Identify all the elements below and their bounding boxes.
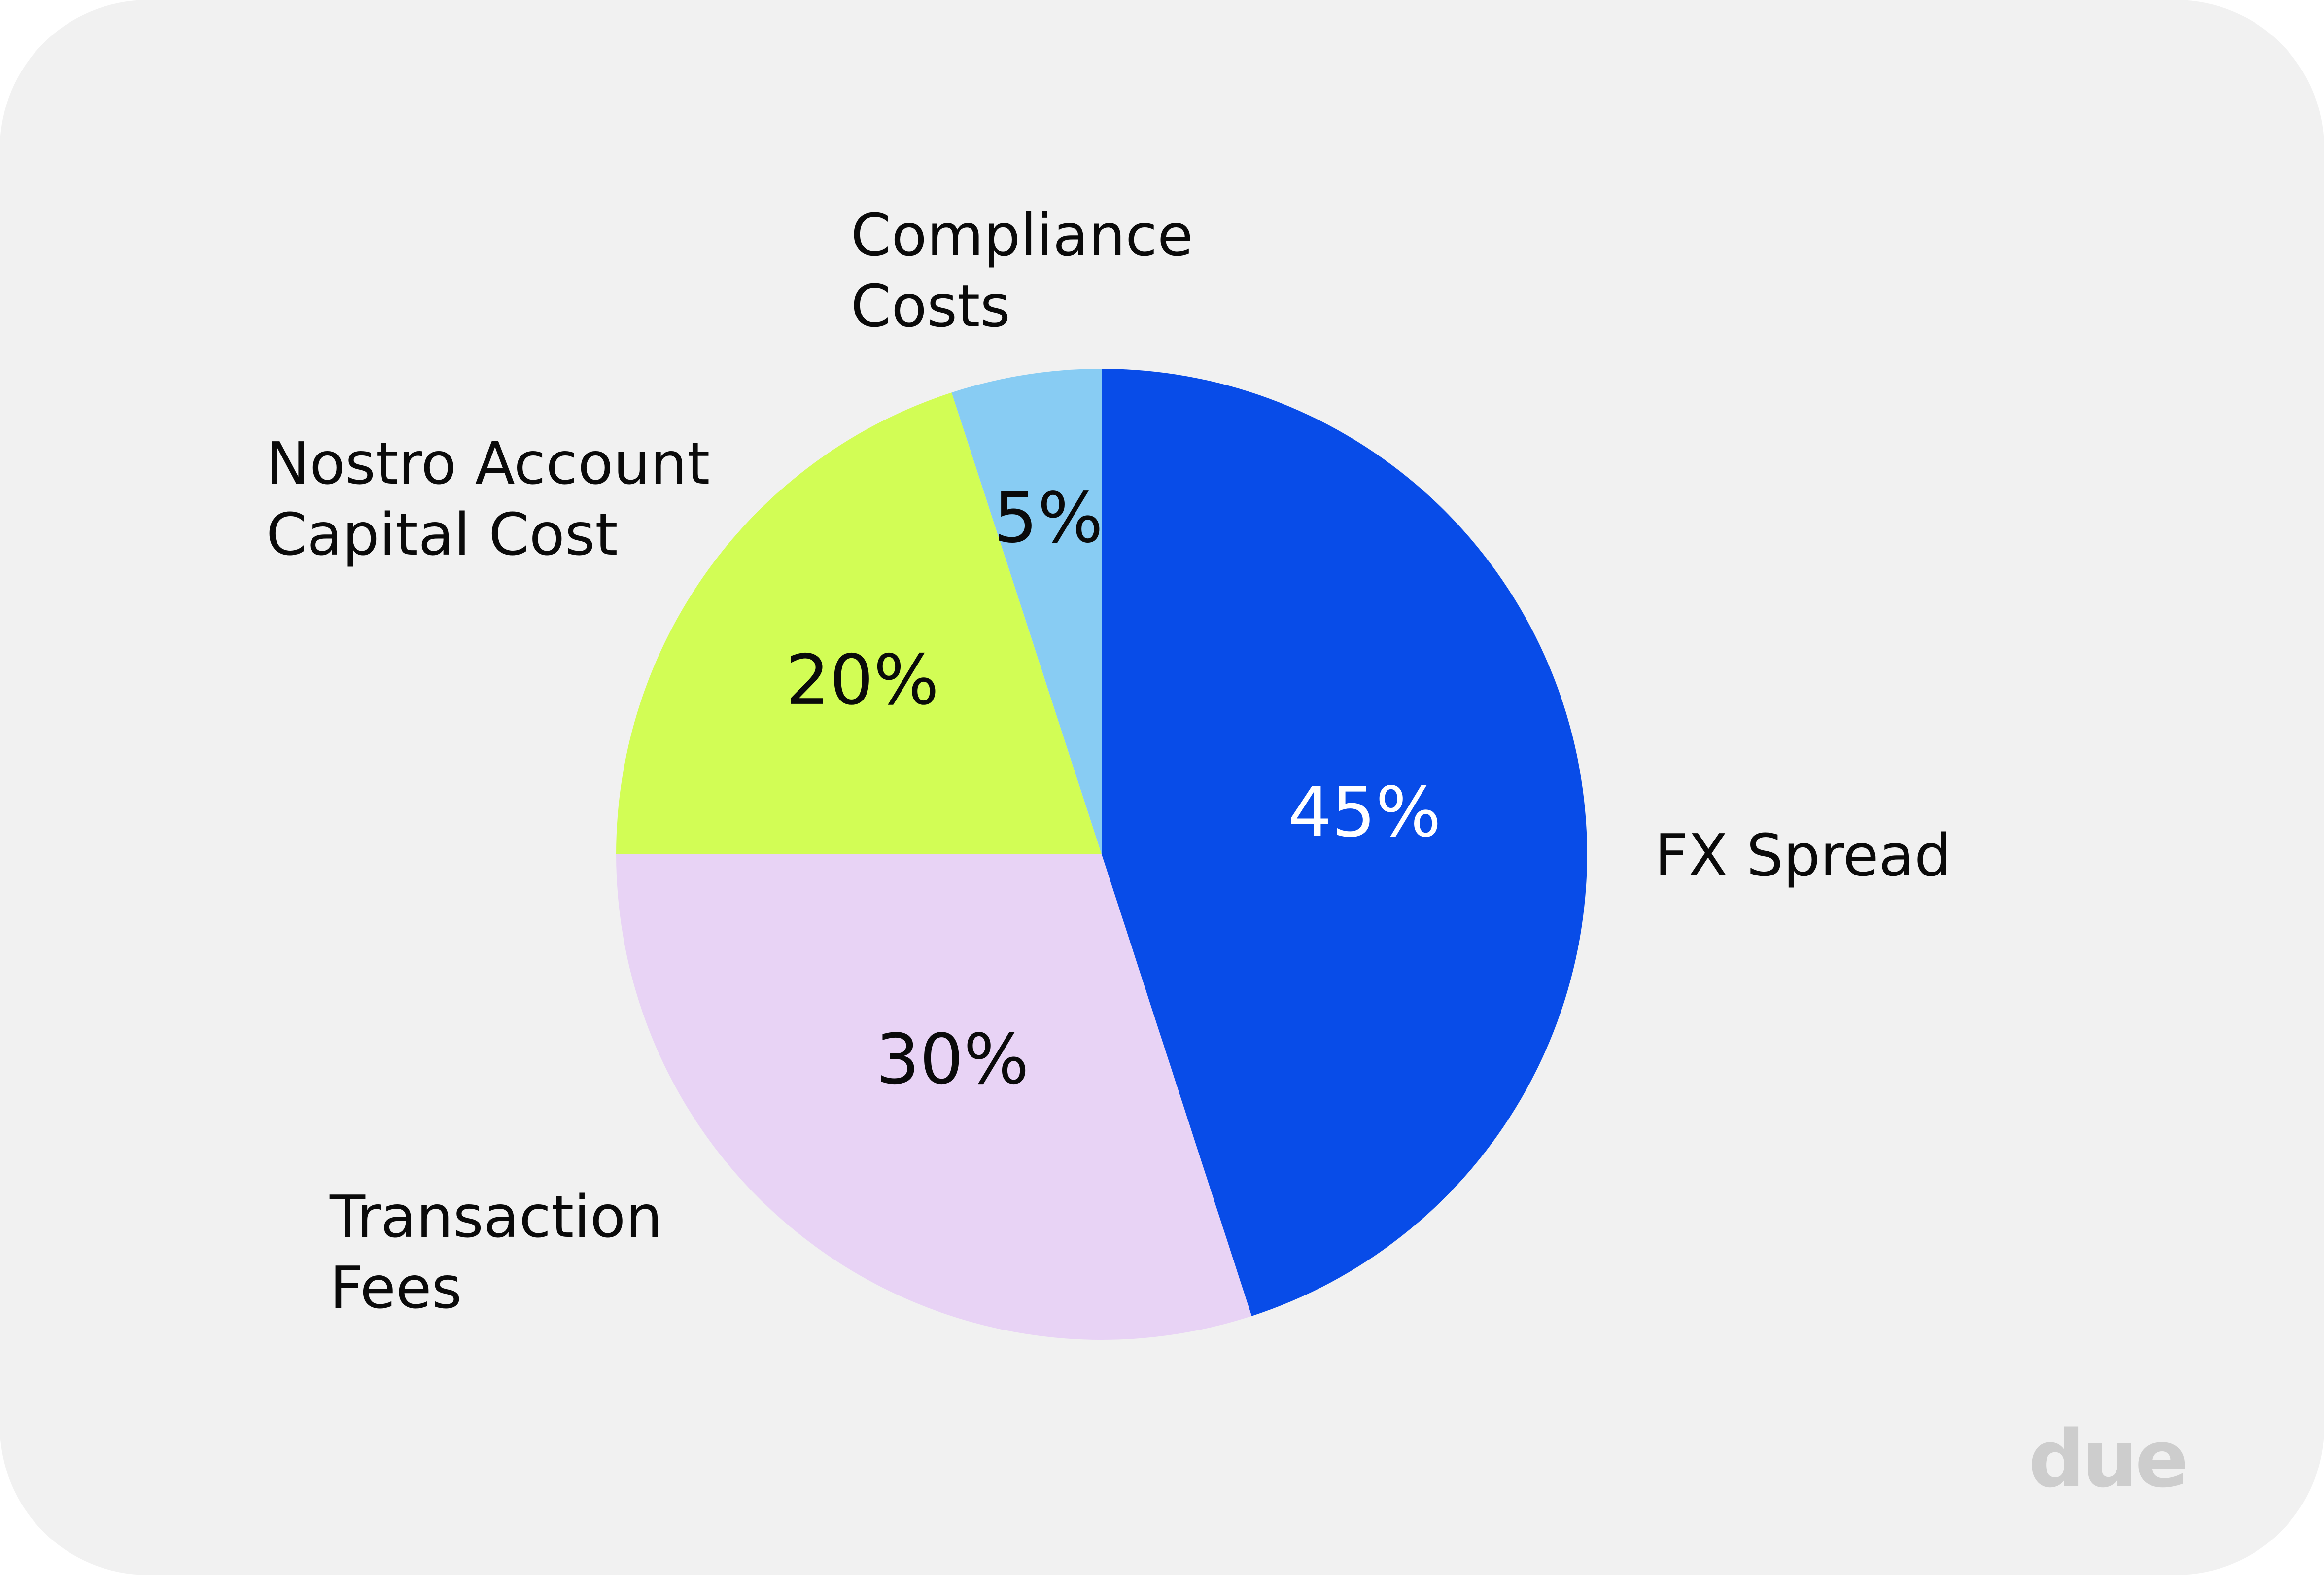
slice-value-label: 5% bbox=[994, 478, 1103, 559]
pie-slice-2 bbox=[616, 392, 1102, 854]
pie-value-labels: 45% 30% 20% 5% bbox=[786, 478, 1441, 1100]
label-line: Nostro Account bbox=[266, 429, 710, 497]
slice-value-label: 30% bbox=[876, 1019, 1029, 1100]
due-logo: due bbox=[2028, 1413, 2188, 1505]
slice-value-label: 20% bbox=[786, 640, 939, 721]
slice-value-label: 45% bbox=[1288, 772, 1441, 853]
label-line: Compliance bbox=[851, 201, 1193, 269]
label-line: Capital Cost bbox=[266, 500, 618, 568]
legend-label-nostro-account: Nostro Account Capital Cost bbox=[266, 428, 710, 570]
legend-label-transaction-fees: Transaction Fees bbox=[330, 1181, 662, 1323]
label-line: FX Spread bbox=[1655, 821, 1951, 889]
label-line: Transaction bbox=[330, 1183, 663, 1251]
label-line: Fees bbox=[330, 1254, 462, 1322]
pie-slice-0 bbox=[1102, 369, 1588, 1316]
pie-slice-3 bbox=[951, 369, 1102, 854]
label-line: Costs bbox=[851, 272, 1010, 340]
pie-slices bbox=[616, 369, 1588, 1340]
legend-label-compliance-costs: Compliance Costs bbox=[851, 200, 1193, 342]
legend-label-fx-spread: FX Spread bbox=[1655, 820, 1951, 891]
pie-slice-1 bbox=[616, 854, 1252, 1340]
